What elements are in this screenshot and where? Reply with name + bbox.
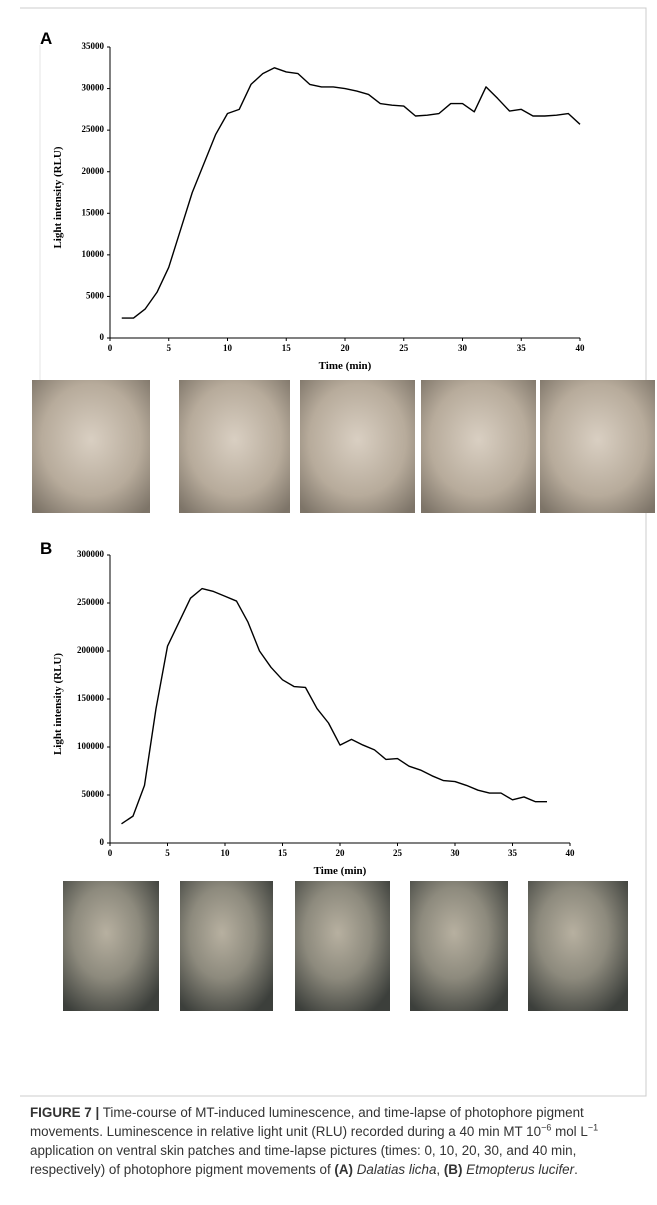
x-tick-label: 20 — [336, 848, 346, 858]
x-tick-label: 5 — [167, 343, 172, 353]
x-axis-label: Time (min) — [319, 360, 372, 372]
caption: FIGURE 7 | Time-course of MT-induced lum… — [30, 1103, 642, 1179]
x-tick-label: 20 — [341, 343, 351, 353]
x-tick-label: 5 — [165, 848, 170, 858]
x-tick-label: 35 — [517, 343, 527, 353]
data-line — [121, 67, 581, 319]
photo — [528, 881, 628, 1011]
y-axis-label: Light intensity (RLU) — [52, 653, 64, 755]
caption-italic: Dalatias licha — [356, 1162, 437, 1177]
y-tick-label: 300000 — [77, 549, 105, 559]
x-tick-label: 25 — [393, 848, 403, 858]
y-tick-label: 0 — [100, 332, 105, 342]
y-tick-label: 30000 — [82, 83, 105, 93]
panel-label: A — [40, 29, 52, 48]
x-tick-label: 30 — [458, 343, 468, 353]
x-tick-label: 35 — [508, 848, 518, 858]
y-tick-label: 35000 — [82, 41, 105, 51]
photo — [410, 881, 508, 1011]
photo — [63, 881, 159, 1011]
x-tick-label: 0 — [108, 343, 113, 353]
photo — [540, 380, 655, 513]
y-tick-label: 15000 — [82, 207, 105, 217]
y-tick-label: 20000 — [82, 166, 105, 176]
x-tick-label: 10 — [223, 343, 233, 353]
y-tick-label: 25000 — [82, 124, 105, 134]
caption-normal: . — [574, 1162, 578, 1177]
caption-sup: −6 — [541, 1122, 552, 1133]
y-tick-label: 5000 — [86, 290, 105, 300]
y-axis-label: Light intensity (RLU) — [52, 146, 64, 248]
y-tick-label: 10000 — [82, 249, 105, 259]
caption-sup: −1 — [587, 1122, 599, 1133]
caption-normal: Time-course of MT-induced luminescence, … — [30, 1105, 584, 1139]
data-line — [121, 587, 547, 825]
x-tick-label: 15 — [282, 343, 292, 353]
caption-bold: (A) — [334, 1162, 354, 1177]
figure-border — [20, 7, 647, 1097]
y-tick-label: 100000 — [77, 741, 105, 751]
caption-normal: , — [436, 1162, 444, 1177]
x-tick-label: 10 — [221, 848, 231, 858]
caption-normal: mol L — [551, 1124, 588, 1139]
caption-italic: Etmopterus lucifer — [466, 1162, 575, 1177]
photo — [179, 380, 290, 513]
photos-a — [32, 380, 655, 513]
y-tick-label: 250000 — [77, 597, 105, 607]
caption-normal: application on ventral skin patches and … — [30, 1143, 577, 1177]
photo — [295, 881, 390, 1011]
caption-bold: FIGURE 7 | — [30, 1105, 100, 1120]
y-tick-label: 0 — [100, 837, 105, 847]
caption-bold: (B) — [443, 1162, 463, 1177]
panel-label: B — [40, 539, 52, 558]
photo — [300, 380, 415, 513]
y-tick-label: 150000 — [77, 693, 105, 703]
y-tick-label: 50000 — [82, 789, 105, 799]
figure: A 0 5000 10000 15000 20000 25000 30000 35000 0 5 10… — [20, 7, 655, 1097]
photo — [180, 881, 273, 1011]
x-axis-label: Time (min) — [314, 865, 367, 877]
photos-b — [63, 881, 628, 1011]
x-tick-label: 25 — [399, 343, 409, 353]
x-tick-label: 15 — [278, 848, 288, 858]
x-tick-label: 0 — [108, 848, 113, 858]
x-tick-label: 30 — [451, 848, 461, 858]
photo — [32, 380, 150, 513]
x-tick-label: 40 — [576, 343, 586, 353]
y-tick-label: 200000 — [77, 645, 105, 655]
photo — [421, 380, 536, 513]
x-tick-label: 40 — [566, 848, 576, 858]
